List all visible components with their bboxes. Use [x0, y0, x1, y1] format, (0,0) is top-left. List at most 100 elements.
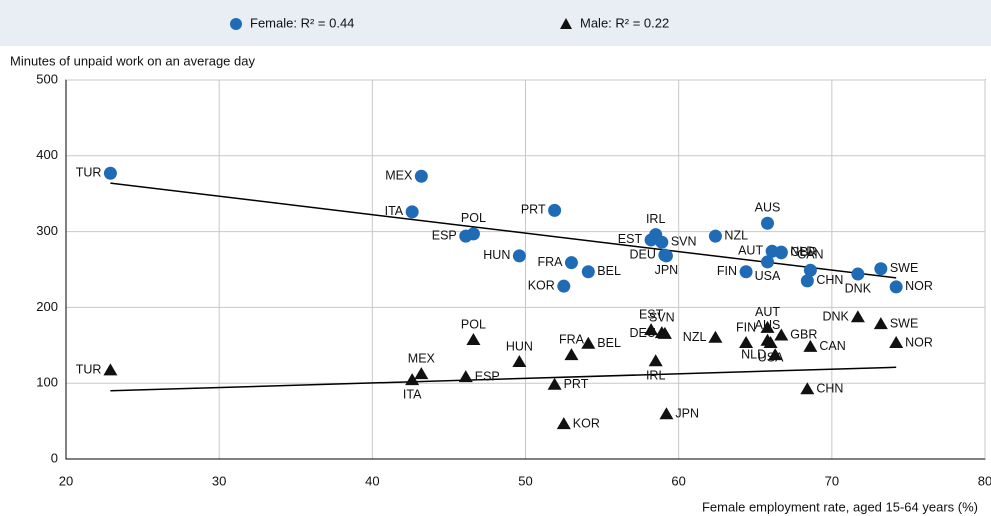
legend-label: Male: R² = 0.22: [580, 15, 669, 30]
y-tick-label: 0: [51, 450, 58, 465]
point: [659, 407, 674, 420]
point: [512, 354, 527, 367]
point: [655, 235, 669, 249]
point: [800, 382, 815, 395]
y-tick-label: 300: [36, 223, 58, 238]
point-label: BEL: [597, 336, 621, 350]
point: [659, 249, 673, 263]
point: [581, 265, 595, 279]
point: [889, 280, 903, 294]
point: [644, 233, 658, 247]
point: [873, 317, 888, 330]
point: [512, 249, 526, 263]
point-label: HUN: [506, 339, 533, 353]
point-label: NLD: [790, 244, 815, 258]
point: [850, 310, 865, 323]
point-label: USA: [755, 269, 781, 283]
point-label: MEX: [385, 169, 413, 183]
trend-line: [110, 366, 897, 392]
point: [405, 205, 419, 219]
point-label: FIN: [736, 320, 756, 334]
point: [761, 255, 775, 269]
point-label: USA: [758, 350, 784, 364]
point: [708, 330, 723, 343]
point-label: CHN: [816, 273, 843, 287]
point-label: FIN: [717, 264, 737, 278]
point-label: CHN: [816, 382, 843, 396]
point: [657, 326, 672, 339]
point-label: AUS: [755, 201, 781, 215]
point-label: JPN: [655, 263, 679, 277]
point-label: NLD: [741, 347, 766, 361]
point: [874, 262, 888, 276]
point-label: SVN: [649, 310, 675, 324]
point: [774, 328, 789, 341]
point: [414, 169, 428, 183]
point-label: FRA: [559, 332, 585, 346]
point: [103, 166, 117, 180]
point: [564, 348, 579, 361]
point: [763, 336, 778, 349]
point: [405, 373, 420, 386]
point: [774, 246, 788, 260]
point-label: NZL: [683, 330, 707, 344]
point: [851, 267, 865, 281]
point-label: TUR: [76, 363, 102, 377]
point-label: ESP: [432, 228, 457, 242]
trend-line: [110, 182, 897, 279]
point-label: IRL: [646, 369, 666, 383]
y-tick-label: 100: [36, 375, 58, 390]
point-label: SWE: [890, 316, 918, 330]
y-tick-label: 400: [36, 147, 58, 162]
point-label: SVN: [671, 235, 697, 249]
point: [800, 274, 814, 288]
point-label: JPN: [675, 407, 699, 421]
point-label: POL: [461, 317, 486, 331]
y-axis-title: Minutes of unpaid work on an average day: [10, 53, 255, 68]
point-label: EST: [618, 232, 643, 246]
point-label: DNK: [822, 310, 849, 324]
point-label: AUT: [738, 244, 763, 258]
point-label: KOR: [528, 278, 555, 292]
point: [708, 229, 722, 243]
point: [547, 377, 562, 390]
point: [459, 229, 473, 243]
point: [103, 363, 118, 376]
point-label: TUR: [76, 166, 102, 180]
legend-label: Female: R² = 0.44: [250, 15, 354, 30]
point-label: ITA: [403, 387, 422, 401]
x-tick-label: 40: [365, 473, 379, 488]
point-label: ITA: [385, 204, 404, 218]
point-label: GBR: [790, 245, 817, 259]
point: [581, 336, 596, 349]
point-label: CAN: [819, 339, 845, 353]
point-label: MEX: [408, 351, 436, 365]
point: [768, 348, 783, 361]
point-label: BEL: [597, 264, 621, 278]
x-tick-label: 80: [978, 473, 991, 488]
x-tick-label: 50: [518, 473, 532, 488]
point-label: DEU: [629, 247, 655, 261]
point-label: DEU: [629, 326, 655, 340]
legend-marker: [560, 18, 572, 29]
point-label: IRL: [646, 212, 666, 226]
point-label: PRT: [564, 377, 589, 391]
point-label: DNK: [845, 281, 872, 295]
point-label: KOR: [573, 416, 600, 430]
point-label: AUT: [755, 305, 780, 319]
point-label: CAN: [797, 248, 823, 262]
point: [644, 323, 659, 336]
legend-band: [0, 0, 991, 46]
point: [739, 265, 753, 279]
x-tick-label: 20: [59, 473, 73, 488]
x-tick-label: 70: [825, 473, 839, 488]
point-label: SWE: [890, 261, 918, 275]
point: [739, 336, 754, 349]
point: [761, 216, 775, 230]
point: [548, 203, 562, 217]
x-tick-label: 30: [212, 473, 226, 488]
point-label: EST: [639, 307, 664, 321]
point: [803, 263, 817, 277]
x-axis-title: Female employment rate, aged 15-64 years…: [702, 499, 978, 514]
point: [458, 370, 473, 383]
